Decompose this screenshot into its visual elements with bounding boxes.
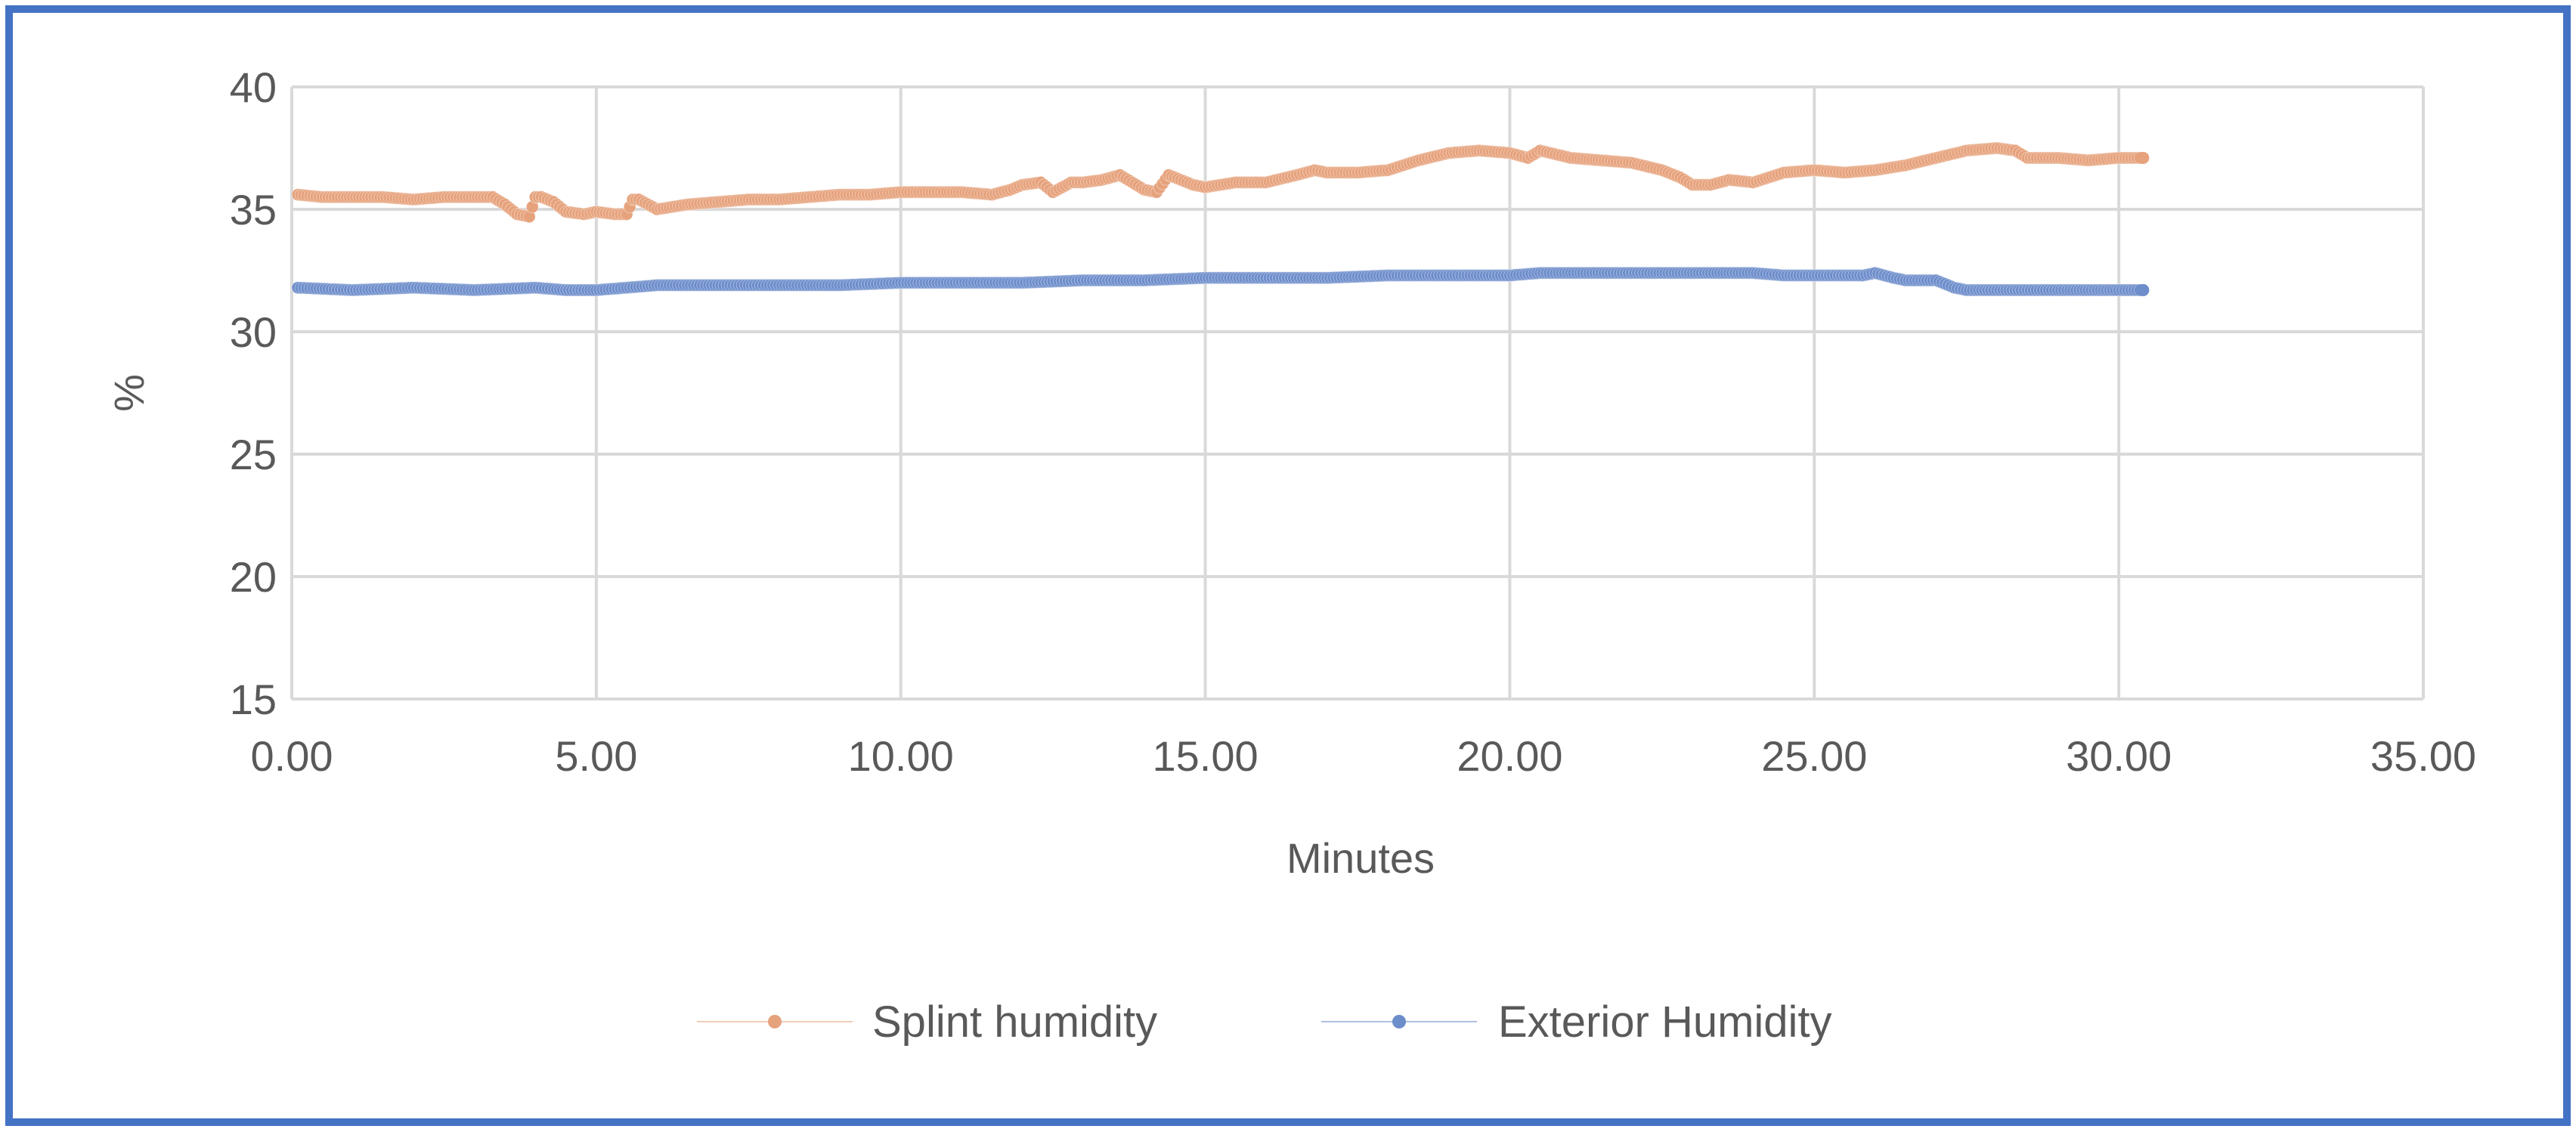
x-tick-label: 15.00: [1153, 732, 1259, 780]
y-tick-label: 25: [230, 431, 277, 478]
x-axis-label: Minutes: [1286, 834, 1435, 882]
x-tick-label: 35.00: [2370, 732, 2476, 780]
data-point: [2137, 151, 2150, 164]
legend-label: Splint humidity: [872, 997, 1157, 1047]
y-axis-label: %: [105, 374, 153, 412]
series-0: [291, 141, 2150, 224]
tick-layer: 15 20 25 30 35 40 0.00 5.00 10.00 15.00 20.00 25.00…: [230, 63, 2476, 780]
y-tick-label: 30: [230, 308, 277, 356]
y-tick-label: 15: [230, 676, 277, 723]
y-tick-label: 20: [230, 553, 277, 601]
y-tick-label: 40: [230, 63, 277, 111]
x-tick-label: 0.00: [251, 732, 333, 780]
x-tick-label: 30.00: [2066, 732, 2172, 780]
legend-marker: [768, 1015, 782, 1028]
legend-item-0: Splint humidity: [697, 997, 1157, 1047]
legend-marker: [1392, 1015, 1406, 1028]
legend: Splint humidity Exterior Humidity: [697, 997, 1832, 1047]
data-point: [2137, 283, 2150, 296]
x-tick-label: 20.00: [1457, 732, 1562, 780]
x-tick-label: 5.00: [555, 732, 637, 780]
x-tick-label: 10.00: [848, 732, 954, 780]
series-1: [291, 266, 2150, 297]
legend-label: Exterior Humidity: [1498, 997, 1832, 1047]
legend-item-1: Exterior Humidity: [1321, 997, 1832, 1047]
series-layer: [291, 141, 2150, 297]
x-tick-label: 25.00: [1761, 732, 1867, 780]
y-tick-label: 35: [230, 186, 277, 233]
